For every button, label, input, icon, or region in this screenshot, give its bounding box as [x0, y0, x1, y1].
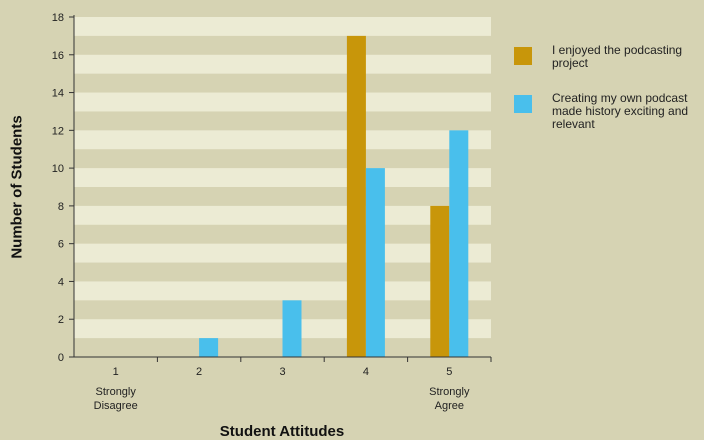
y-tick-label: 14: [52, 88, 64, 100]
y-ticks: 0 2 4 6 8 10 12 14 16 18: [52, 12, 74, 364]
bars: [199, 35, 469, 358]
legend-label-enjoyed: I enjoyed the podcasting project: [552, 43, 683, 70]
x-tick-sublabel: Disagree: [94, 400, 138, 412]
bar-history-4: [365, 168, 385, 357]
y-axis-label: Number of Students: [8, 115, 26, 259]
grid-band: [74, 54, 491, 74]
y-tick-label: 0: [58, 352, 64, 364]
axes: [73, 15, 491, 358]
bar-enjoyed-5: [430, 205, 450, 357]
x-tick-sublabel: Strongly: [429, 386, 470, 398]
grid-band: [74, 130, 491, 150]
legend-item-enjoyed: I enjoyed the podcasting project: [514, 44, 702, 70]
x-tick-label: 5: [446, 366, 452, 378]
x-tick-sublabel: Agree: [435, 400, 464, 412]
x-ticks: 1 Strongly Disagree 2 3 4 5 Strongly Agree: [94, 357, 492, 412]
y-tick-label: 4: [58, 276, 64, 288]
bar-history-3: [282, 300, 302, 357]
y-tick-label: 16: [52, 50, 64, 62]
grid-band: [74, 281, 491, 301]
x-tick-label: 3: [279, 366, 285, 378]
bar-history-2: [199, 338, 219, 357]
x-tick-sublabel: Strongly: [96, 386, 137, 398]
legend-swatch-enjoyed: [514, 47, 532, 65]
legend-swatch-history: [514, 95, 532, 113]
grid-band: [74, 205, 491, 225]
grid-band: [74, 168, 491, 187]
x-axis-label: Student Attitudes: [219, 423, 345, 440]
grid-bands: [74, 17, 491, 339]
y-tick-label: 10: [52, 163, 64, 175]
grid-band: [74, 243, 491, 263]
grid-band: [74, 92, 491, 112]
legend-item-history: Creating my own podcast made history exc…: [514, 92, 702, 131]
x-tick-label: 2: [196, 366, 202, 378]
legend-label-history: Creating my own podcast made history exc…: [552, 91, 689, 131]
x-tick-label: 1: [113, 366, 119, 378]
y-tick-label: 2: [58, 314, 64, 326]
y-tick-label: 18: [52, 12, 64, 24]
grid-band: [74, 17, 491, 36]
y-tick-label: 6: [58, 239, 64, 251]
y-tick-label: 12: [52, 125, 64, 137]
bar-enjoyed-4: [346, 35, 366, 358]
x-tick-label: 4: [363, 366, 369, 378]
y-tick-label: 8: [58, 201, 64, 213]
legend: I enjoyed the podcasting project Creatin…: [514, 44, 702, 153]
bar-history-5: [449, 130, 469, 357]
